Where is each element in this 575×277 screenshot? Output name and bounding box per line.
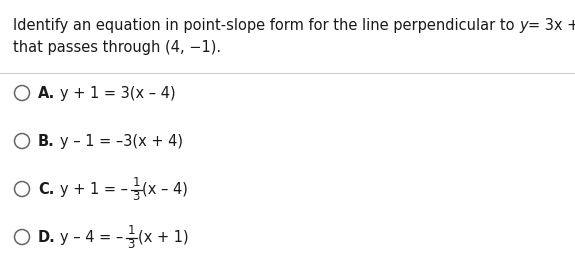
Text: 3: 3	[128, 238, 135, 252]
Text: y + 1 = –: y + 1 = –	[60, 182, 128, 197]
Text: 1: 1	[128, 224, 135, 237]
Text: A.: A.	[38, 86, 55, 101]
Text: C.: C.	[38, 182, 55, 197]
Text: B.: B.	[38, 134, 55, 149]
Text: (x + 1): (x + 1)	[138, 230, 189, 245]
Text: y – 1 = –3(x + 4): y – 1 = –3(x + 4)	[60, 134, 183, 149]
Text: y: y	[519, 18, 528, 33]
Text: y + 1 = 3(x – 4): y + 1 = 3(x – 4)	[60, 86, 175, 101]
Text: = 3x + 5: = 3x + 5	[528, 18, 575, 33]
Text: 1: 1	[132, 176, 140, 189]
Text: (x – 4): (x – 4)	[143, 182, 189, 197]
Text: Identify an equation in point-slope form for the line perpendicular to: Identify an equation in point-slope form…	[13, 18, 519, 33]
Text: that passes through (4, −1).: that passes through (4, −1).	[13, 40, 221, 55]
Text: 3: 3	[132, 191, 140, 204]
Text: D.: D.	[38, 230, 56, 245]
Text: y – 4 = –: y – 4 = –	[60, 230, 123, 245]
